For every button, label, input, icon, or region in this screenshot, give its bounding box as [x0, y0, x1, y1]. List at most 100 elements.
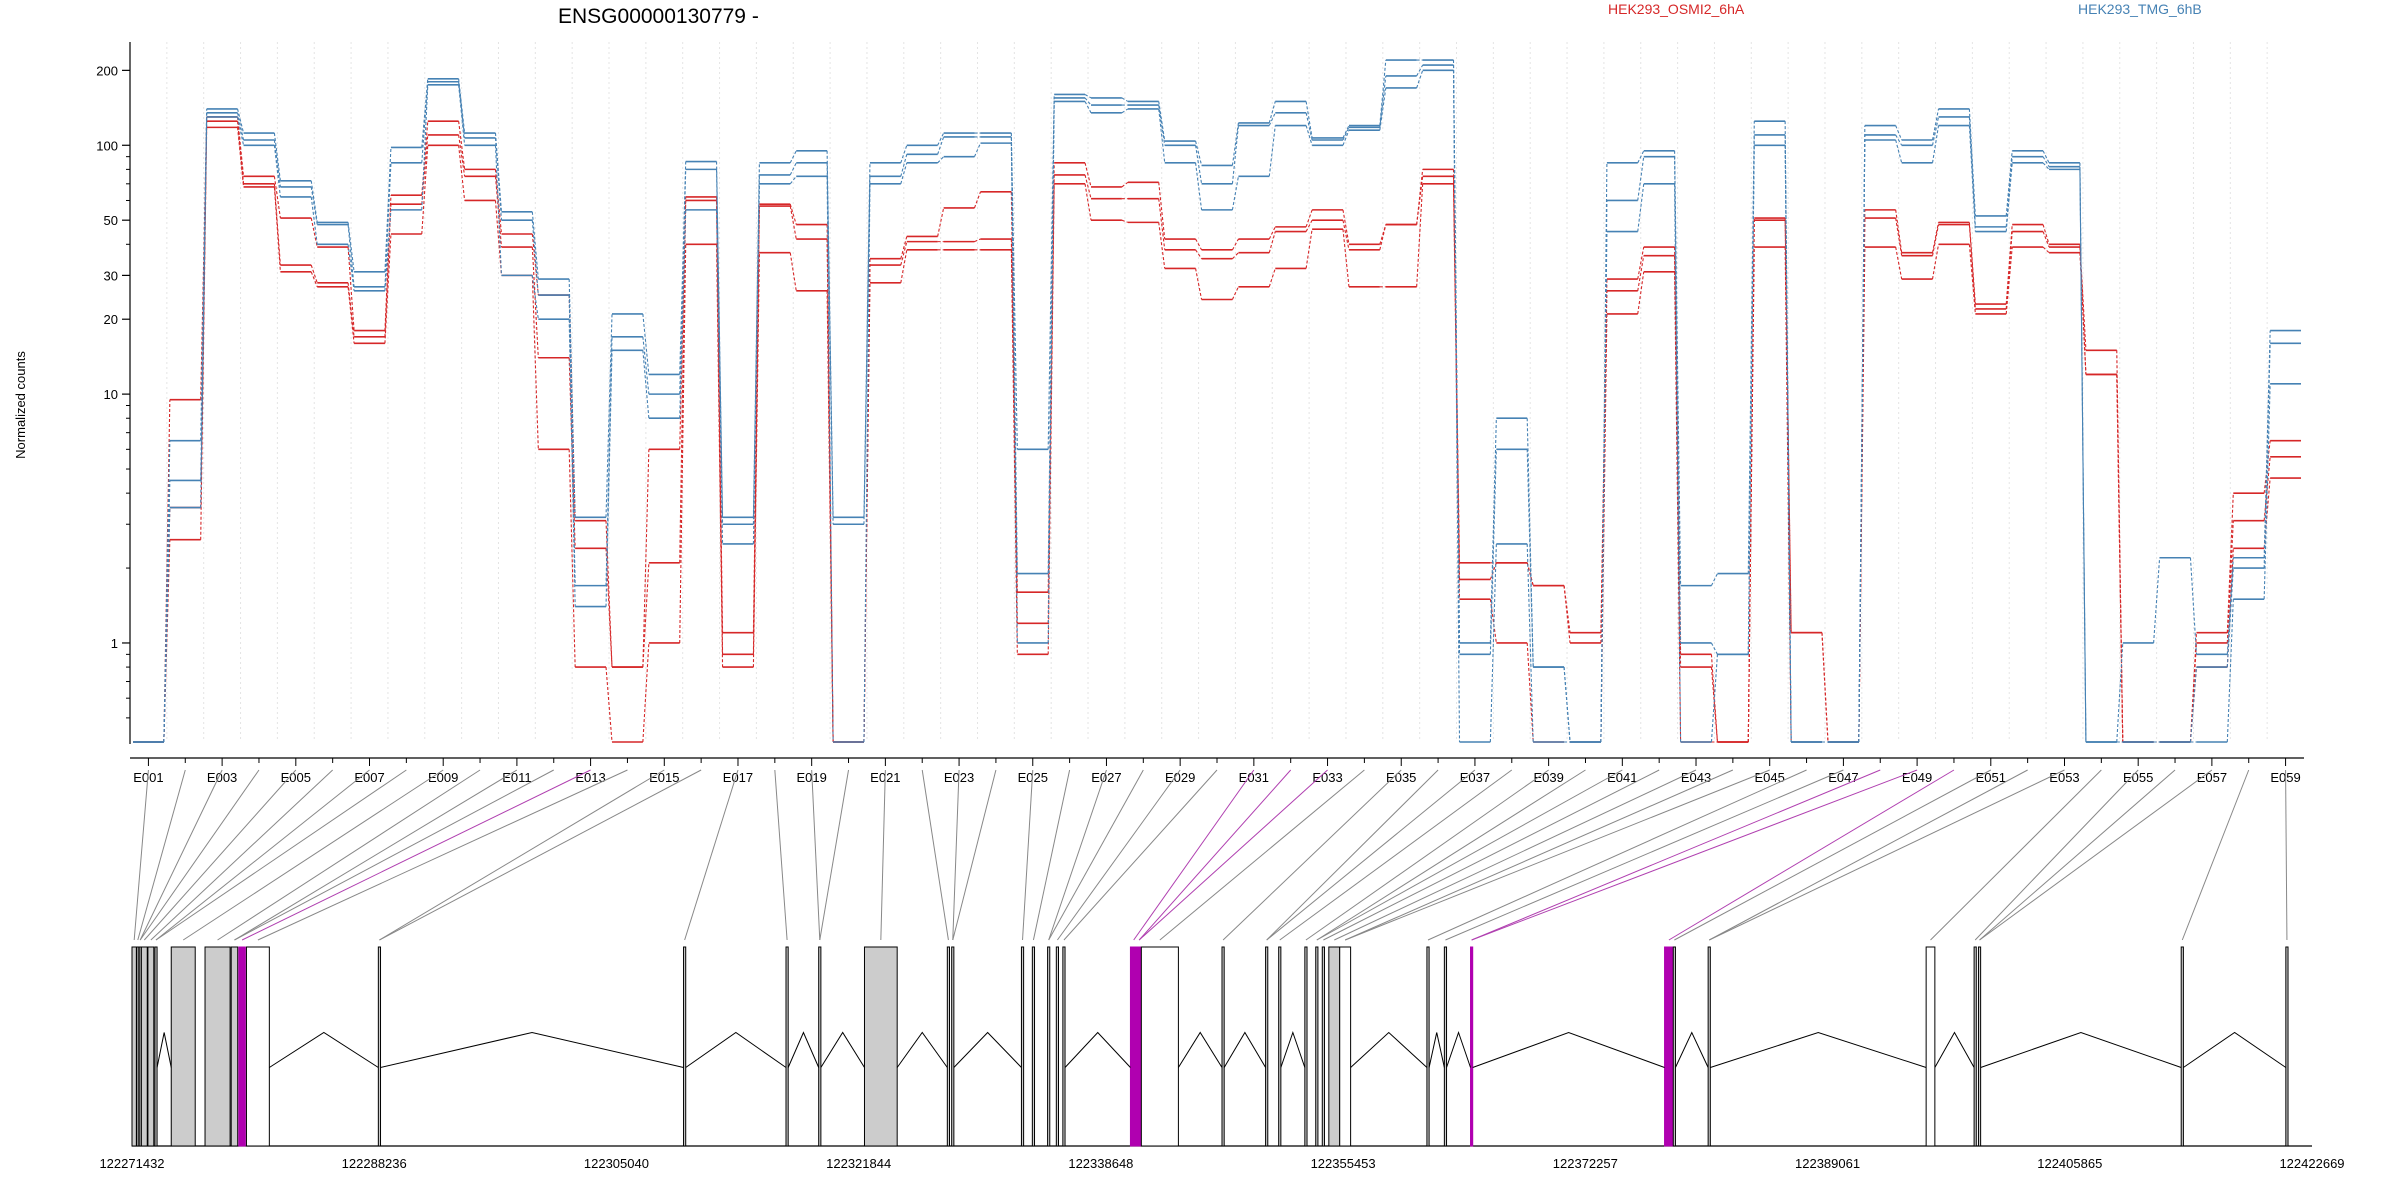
- exon-connector-line: [379, 769, 702, 941]
- x-tick-label: E029: [1165, 770, 1195, 785]
- series-connector: [458, 145, 466, 201]
- exon-connector-line: [1316, 769, 1586, 941]
- series-connector: [789, 176, 797, 185]
- series-connector: [2079, 166, 2087, 743]
- x-tick-label: E009: [428, 770, 458, 785]
- series-connector: [1047, 174, 1055, 593]
- series-connector: [1821, 632, 1829, 743]
- series-connector: [1416, 183, 1424, 287]
- exon-box: [131, 946, 137, 1147]
- exon-box: [1443, 946, 1448, 1147]
- series-connector: [1342, 209, 1350, 245]
- series-connector: [1121, 108, 1129, 114]
- series-connector: [1158, 182, 1166, 240]
- exon-box: [154, 946, 158, 1147]
- series-connector: [789, 150, 797, 164]
- series-connector: [1526, 449, 1534, 668]
- series-connector: [642, 642, 650, 743]
- exon-connector-line: [155, 769, 407, 941]
- series-connector: [273, 132, 281, 181]
- y-tick-label: 100: [96, 138, 118, 153]
- series-connector: [1489, 449, 1497, 655]
- series-connector: [1895, 125, 1903, 141]
- exon-connector-line: [1063, 769, 1218, 941]
- genomic-coordinate-label: 122305040: [584, 1156, 649, 1171]
- series-connector: [1158, 222, 1166, 269]
- exon-connector-line: [155, 769, 370, 941]
- series-connector: [716, 209, 724, 544]
- x-tick-label: E053: [2049, 770, 2079, 785]
- exon-connector-line: [150, 769, 334, 941]
- exon-box: [230, 946, 239, 1147]
- exon-connector-line: [1222, 769, 1402, 941]
- exon-box: [1321, 946, 1325, 1147]
- exon-connector-line: [1979, 769, 2176, 941]
- series-connector: [1931, 222, 1940, 253]
- exon-connector-line: [1930, 769, 2102, 941]
- series-connector: [2042, 150, 2050, 164]
- exon-connector-line: [143, 769, 297, 941]
- series-connector: [1600, 231, 1608, 743]
- x-tick-label: E039: [1533, 770, 1563, 785]
- exon-connector-line: [921, 769, 949, 941]
- y-tick-label: 1: [111, 636, 118, 651]
- series-connector: [1158, 101, 1166, 142]
- intron-line: [685, 1031, 787, 1068]
- series-connector: [1305, 229, 1313, 269]
- series-connector: [1489, 543, 1497, 743]
- genomic-coordinate-label: 122389061: [1795, 1156, 1860, 1171]
- series-connector: [1158, 105, 1166, 146]
- series-connector: [273, 176, 281, 219]
- exon-box: [377, 946, 382, 1147]
- intron-line: [1934, 1031, 1975, 1068]
- series-connector: [1895, 246, 1903, 280]
- series-connector: [1195, 238, 1203, 251]
- series-connector: [1931, 244, 1940, 280]
- series-connector: [2263, 383, 2271, 600]
- series-connector: [1968, 244, 1976, 314]
- exon-box: [1304, 946, 1308, 1147]
- series-connector: [1268, 125, 1276, 177]
- series-connector: [716, 244, 724, 668]
- exon-connector-line: [774, 769, 788, 941]
- series-connector: [863, 183, 871, 743]
- series-connector: [1637, 246, 1645, 280]
- x-tick-label: E005: [281, 770, 311, 785]
- series-connector: [200, 127, 208, 540]
- series-connector: [1895, 209, 1903, 253]
- series-connector: [1416, 176, 1424, 225]
- series-connector: [1637, 255, 1645, 291]
- series-connector: [1379, 75, 1387, 128]
- exon-box: [1020, 946, 1025, 1147]
- x-tick-label: E017: [723, 770, 753, 785]
- series-connector: [900, 241, 908, 266]
- series-1-replicate-2: [133, 69, 2301, 743]
- series-connector: [1563, 667, 1571, 743]
- series-connector: [1268, 226, 1276, 240]
- exon-box: [946, 946, 951, 1147]
- series-connector: [605, 350, 613, 607]
- exon-box: [1140, 946, 1179, 1147]
- series-connector: [2263, 343, 2271, 569]
- genomic-coordinate-labels: 122271432 122288236 122305040 122321844 1223…: [99, 1156, 2344, 1171]
- exon-box: [951, 946, 955, 1147]
- intron-line: [156, 1032, 172, 1068]
- exon-box: [1328, 946, 1341, 1147]
- intron-line: [820, 1031, 865, 1068]
- series-connector: [200, 112, 208, 481]
- x-tick-label: E007: [354, 770, 384, 785]
- series-connector: [1232, 252, 1239, 260]
- series-connector: [1416, 64, 1424, 77]
- series-connector: [1158, 198, 1166, 250]
- series-connector: [273, 145, 281, 197]
- series-connector: [1637, 183, 1645, 232]
- series-connector: [310, 186, 318, 225]
- exon-connector-line: [1057, 769, 1181, 941]
- x-tick-label: E057: [2197, 770, 2227, 785]
- series-connector: [1563, 585, 1571, 644]
- series-connector: [1968, 222, 1976, 305]
- series-connector: [937, 136, 945, 155]
- series-connector: [642, 562, 650, 668]
- exon-box: [1265, 946, 1269, 1147]
- intron-line: [269, 1031, 379, 1068]
